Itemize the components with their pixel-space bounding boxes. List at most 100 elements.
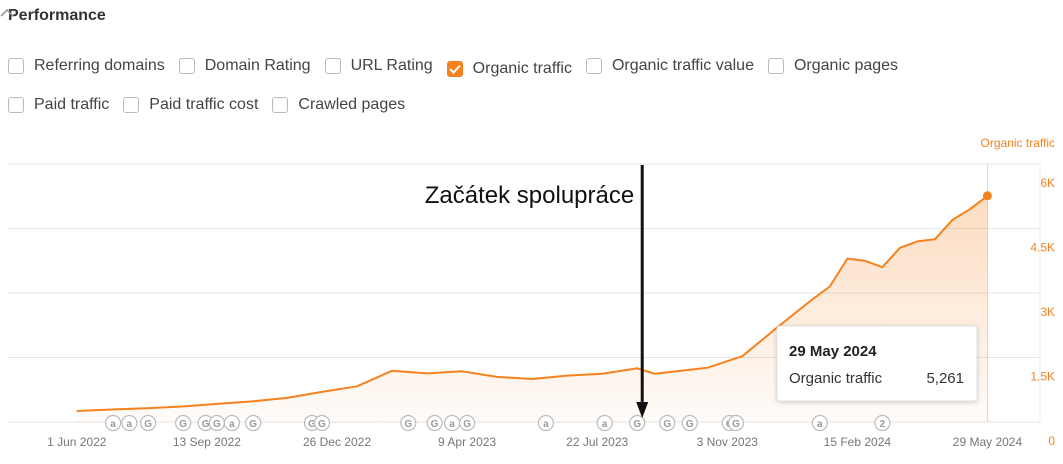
- metric-option[interactable]: Organic traffic value: [585, 54, 754, 78]
- metric-option[interactable]: Organic pages: [767, 54, 899, 78]
- checkbox[interactable]: [446, 61, 463, 77]
- checkbox[interactable]: [8, 97, 24, 113]
- event-label: a: [543, 419, 549, 430]
- event-circle: [223, 414, 241, 432]
- metric-label[interactable]: Organic traffic value: [611, 57, 754, 74]
- metric-label[interactable]: Paid traffic: [34, 96, 110, 113]
- event-marker[interactable]: G: [681, 414, 698, 432]
- event-circle: [874, 414, 891, 432]
- x-tick-label: 1 Jun 2022: [47, 435, 107, 449]
- y-tick-label: 4.5K: [1030, 241, 1055, 255]
- event-circle: [175, 414, 192, 432]
- event-marker[interactable]: G: [629, 414, 646, 432]
- annotation-text: Začátek spolupráce: [425, 182, 634, 209]
- event-label: a: [602, 419, 608, 430]
- event-marker[interactable]: G: [175, 414, 192, 432]
- event-label: G: [663, 419, 671, 430]
- event-circle: [458, 414, 476, 432]
- event-marker[interactable]: a: [537, 414, 554, 432]
- event-label: G: [463, 419, 471, 430]
- y-tick-label: 1.5K: [1030, 370, 1055, 384]
- metric-label[interactable]: Domain Rating: [204, 57, 311, 74]
- checkbox[interactable]: [8, 58, 24, 74]
- hover-dot: [982, 191, 992, 201]
- event-circle: [313, 414, 331, 432]
- metric-options: Referring domains Domain Rating URL Rating…: [8, 54, 1008, 129]
- metric-option[interactable]: URL Rating: [324, 54, 433, 78]
- event-label: a: [229, 419, 235, 430]
- event-marker[interactable]: a: [596, 414, 613, 432]
- event-circle: [727, 414, 745, 432]
- metric-option[interactable]: Domain Rating: [178, 54, 311, 78]
- event-marker[interactable]: G: [426, 414, 443, 432]
- metric-label[interactable]: Crawled pages: [298, 96, 406, 113]
- event-label: G: [213, 419, 221, 430]
- event-label: G: [686, 419, 694, 430]
- event-label: a: [127, 419, 133, 430]
- metric-label[interactable]: URL Rating: [350, 57, 433, 74]
- event-label: a: [449, 419, 455, 430]
- event-marker[interactable]: G: [458, 414, 476, 432]
- event-marker[interactable]: 2: [874, 414, 891, 432]
- x-tick-label: 13 Sep 2022: [173, 435, 241, 449]
- metric-label[interactable]: Referring domains: [34, 57, 165, 74]
- tooltip-label: Organic traffic: [789, 370, 883, 387]
- checkbox[interactable]: [272, 97, 289, 113]
- event-label: G: [179, 419, 187, 430]
- tooltip-title: 29 May 2024: [789, 343, 877, 360]
- metric-option[interactable]: Paid traffic: [8, 93, 109, 117]
- event-marker[interactable]: G: [400, 414, 417, 432]
- event-marker[interactable]: G: [208, 414, 226, 432]
- x-tick-label: 29 May 2024: [953, 435, 1023, 449]
- event-label: G: [144, 419, 152, 430]
- metric-label[interactable]: Paid traffic cost: [149, 96, 259, 113]
- event-circle: [104, 414, 122, 432]
- event-label: G: [308, 419, 316, 430]
- metric-label[interactable]: Organic pages: [793, 57, 899, 74]
- event-marker[interactable]: a: [443, 414, 461, 432]
- event-circle: [400, 414, 417, 432]
- x-tick-label: 22 Jul 2023: [566, 435, 628, 449]
- x-tick-label: 9 Apr 2023: [438, 435, 496, 449]
- event-label: G: [732, 419, 740, 430]
- event-marker[interactable]: a: [223, 414, 241, 432]
- checkbox[interactable]: [585, 58, 602, 74]
- checkbox[interactable]: [123, 97, 140, 113]
- x-tick-label: 26 Dec 2022: [303, 435, 371, 449]
- collapse-toggle[interactable]: [0, 8, 14, 18]
- event-circle: [659, 414, 676, 432]
- event-circle: [811, 414, 828, 432]
- metric-label[interactable]: Organic traffic: [472, 60, 572, 77]
- event-label: 2: [880, 419, 886, 430]
- y-tick-label: 6K: [1040, 176, 1055, 190]
- area-fill: [76, 195, 988, 422]
- check-mark: [448, 64, 461, 74]
- event-label: a: [817, 419, 823, 430]
- metric-option[interactable]: Referring domains: [8, 54, 165, 78]
- event-marker[interactable]: G: [245, 414, 262, 432]
- event-marker[interactable]: G: [140, 414, 157, 432]
- event-marker[interactable]: a: [104, 414, 122, 432]
- event-circle: [121, 414, 138, 432]
- event-marker[interactable]: a: [121, 414, 138, 432]
- y-tick-label: 3K: [1040, 305, 1055, 319]
- event-label: G: [431, 419, 439, 430]
- y-tick-label: 0: [1048, 434, 1055, 448]
- event-circle: [426, 414, 443, 432]
- event-marker[interactable]: G: [313, 414, 331, 432]
- event-circle: [681, 414, 698, 432]
- event-label: G: [202, 419, 210, 430]
- metric-option[interactable]: Paid traffic cost: [123, 93, 258, 117]
- event-marker[interactable]: G: [659, 414, 676, 432]
- metric-option[interactable]: Crawled pages: [272, 93, 405, 117]
- event-marker[interactable]: a: [811, 414, 828, 432]
- event-circle: [537, 414, 554, 432]
- checkbox[interactable]: [767, 58, 784, 74]
- event-circle: [245, 414, 262, 432]
- event-marker[interactable]: G: [727, 414, 745, 432]
- checkbox[interactable]: [178, 58, 195, 74]
- metric-option[interactable]: Organic traffic: [446, 57, 572, 81]
- checkbox[interactable]: [324, 58, 341, 74]
